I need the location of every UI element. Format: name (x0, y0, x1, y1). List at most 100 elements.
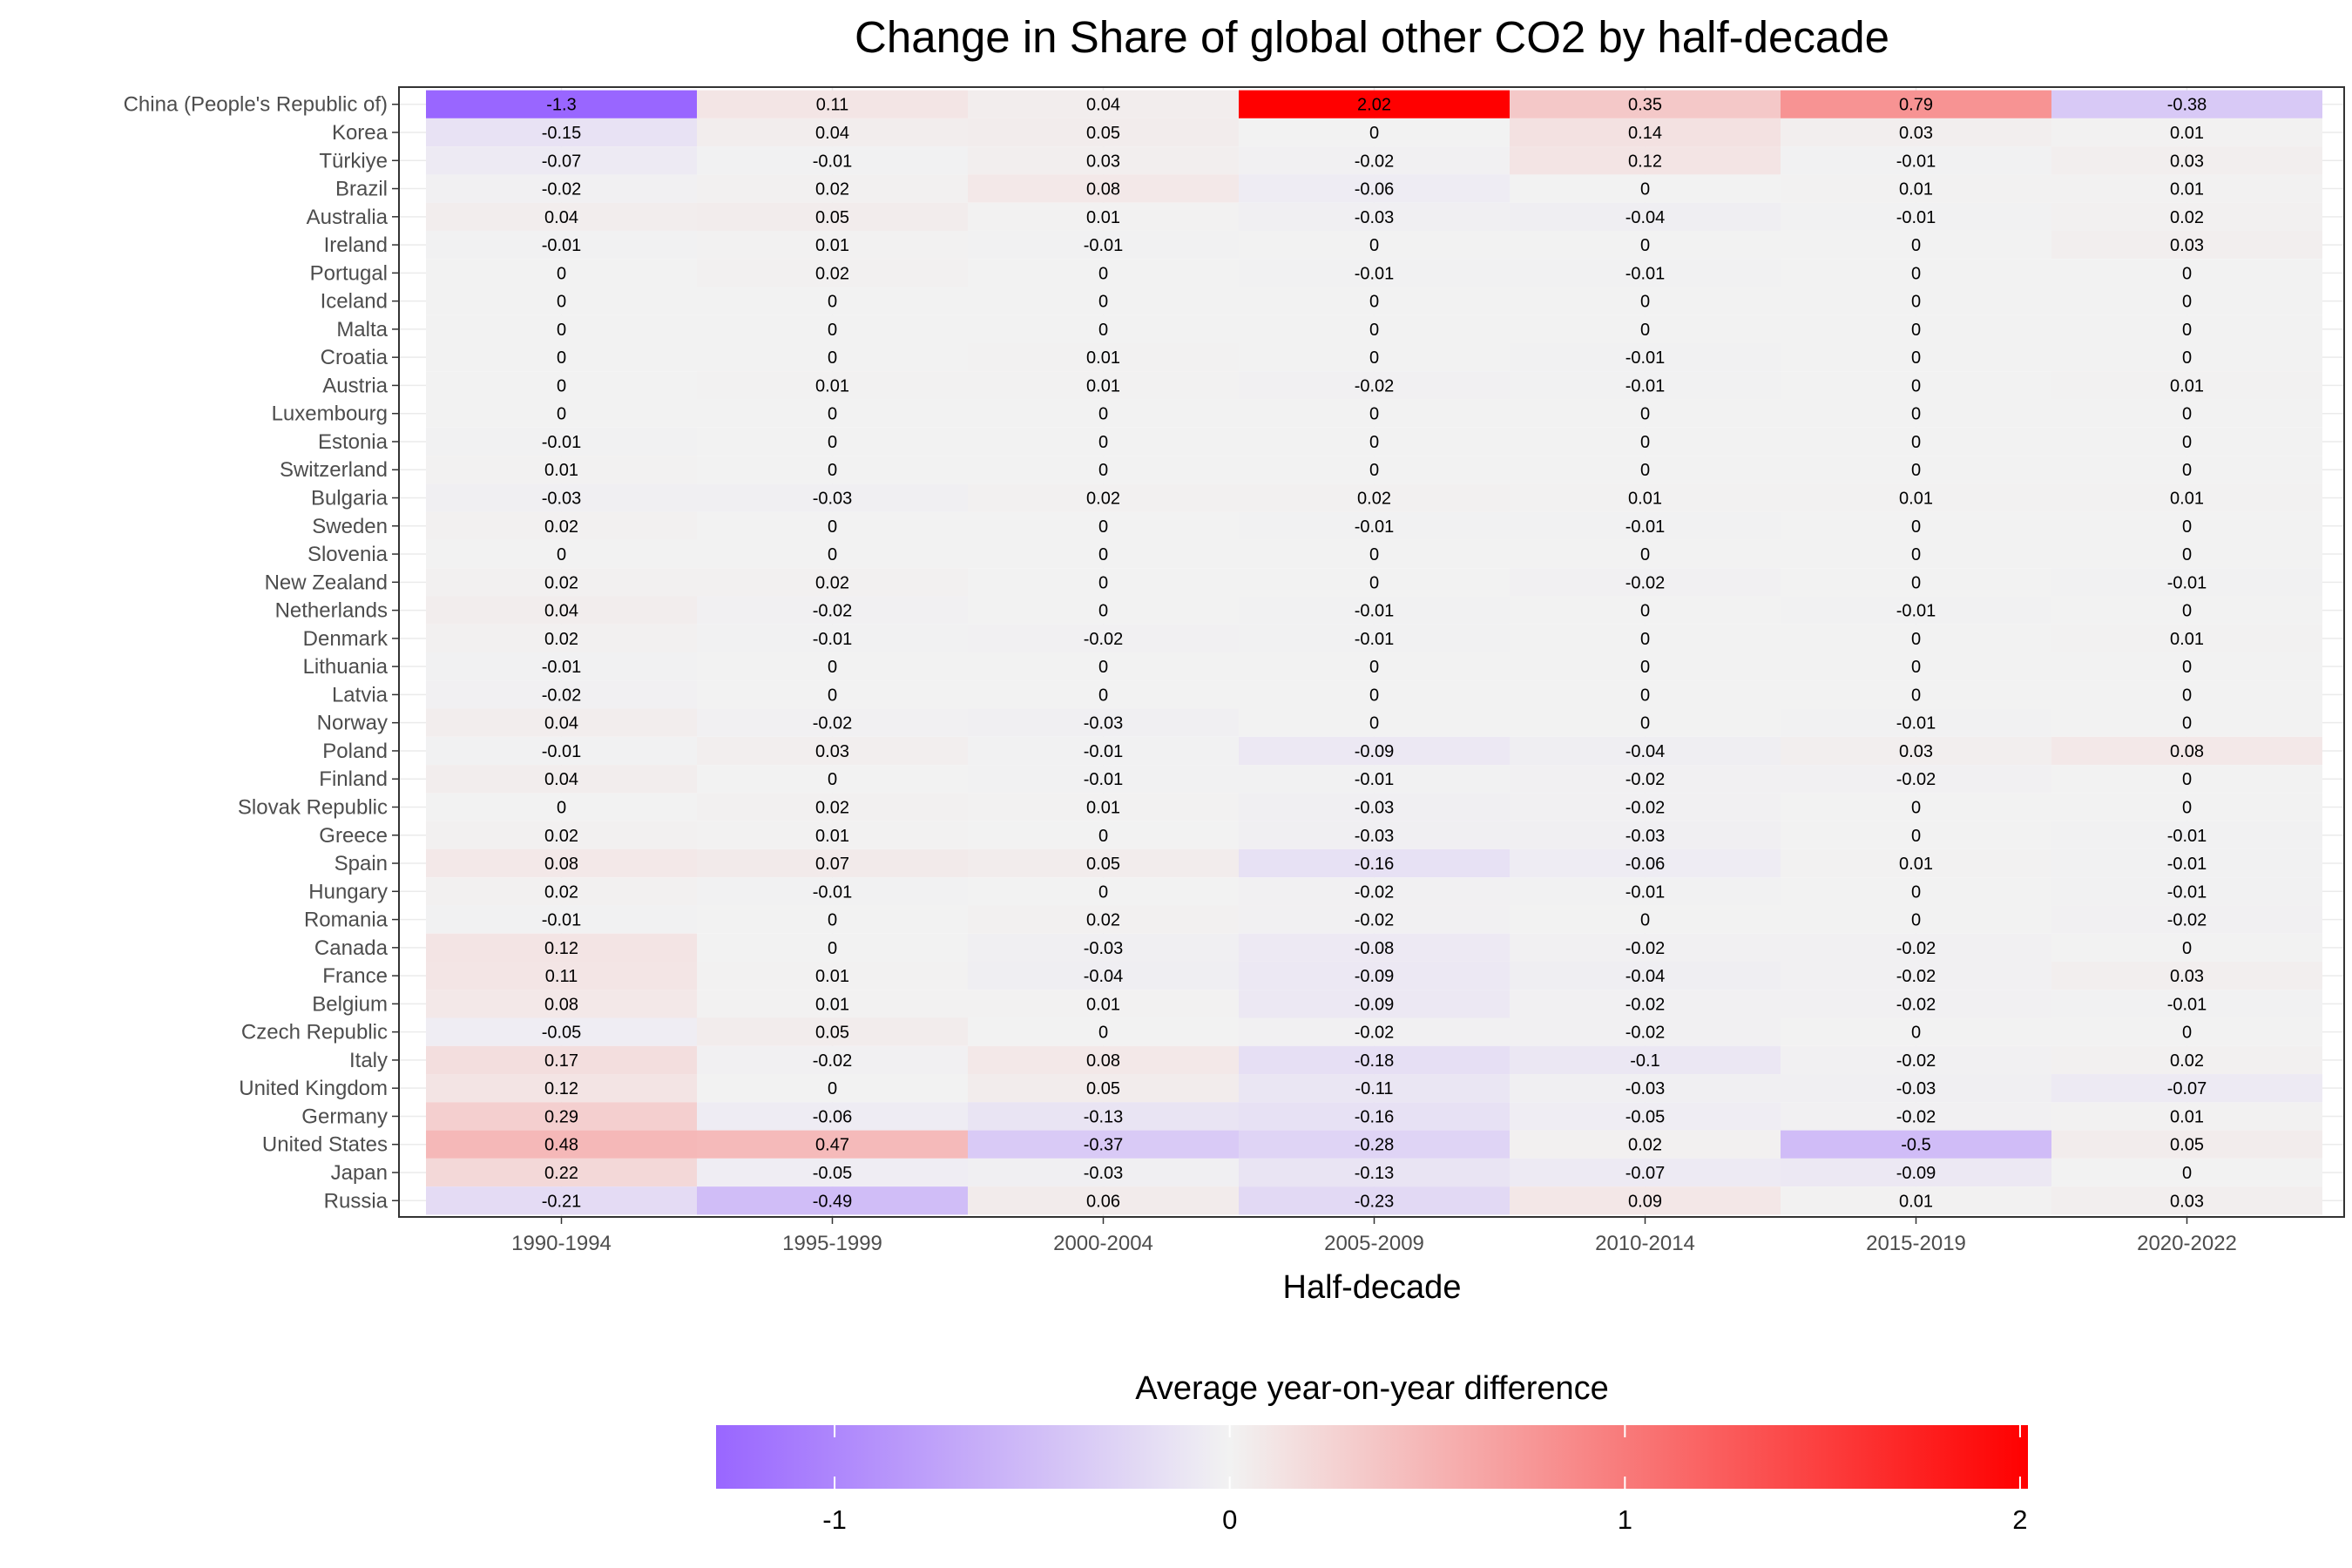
cell-value-label: -0.03 (1355, 798, 1395, 817)
heatmap-cell (1510, 146, 1781, 175)
cell-value-label: 0.02 (544, 573, 578, 592)
heatmap-cell (1239, 230, 1510, 260)
cell-value-label: -0.01 (2167, 827, 2207, 846)
heatmap-cell (426, 287, 697, 315)
cell-value-label: -0.06 (813, 1107, 853, 1126)
heatmap-cell (1239, 90, 1510, 118)
cell-value-label: -0.01 (1625, 882, 1666, 902)
cell-value-label: 0 (828, 686, 837, 705)
heatmap-cell (426, 146, 697, 175)
heatmap-cell (1781, 990, 2051, 1018)
heatmap-cell (1239, 848, 1510, 878)
cell-value-label: 0 (1640, 293, 1650, 312)
cell-value-label: -0.01 (1625, 376, 1666, 395)
heatmap-cell (1239, 905, 1510, 934)
cell-value-label: 0 (557, 798, 566, 817)
legend-tick-label: -1 (822, 1504, 847, 1535)
heatmap-cell (968, 483, 1239, 512)
heatmap-cell (1510, 708, 1781, 737)
heatmap-cell (426, 427, 697, 456)
heatmap-cell (2051, 539, 2322, 569)
heatmap-cell (1781, 652, 2051, 681)
heatmap-cell (1510, 793, 1781, 821)
y-tick-label: Türkiye (319, 149, 388, 172)
heatmap-cell (426, 1158, 697, 1187)
cell-value-label: 0.11 (545, 967, 578, 986)
y-tick-label: Austria (322, 374, 388, 397)
cell-value-label: -0.16 (1355, 855, 1395, 874)
y-tick-label: Malta (336, 318, 388, 341)
cell-value-label: 0 (1911, 321, 1921, 340)
heatmap-cell (968, 343, 1239, 372)
cell-value-label: 0 (828, 517, 837, 537)
cell-value-label: 0 (1369, 461, 1379, 480)
x-tick-label: 2015-2019 (1866, 1232, 1966, 1255)
cell-value-label: 0 (1911, 1024, 1921, 1043)
heatmap-cell (968, 1045, 1239, 1075)
cell-value-label: 0.01 (1086, 348, 1120, 368)
cell-value-label: 0 (1098, 321, 1108, 340)
cell-value-label: 0 (1640, 180, 1650, 199)
heatmap-cell (2051, 371, 2322, 400)
cell-value-label: 0 (828, 939, 837, 958)
cell-value-label: 0 (828, 321, 837, 340)
heatmap-cell (1781, 287, 2051, 315)
heatmap-cell (2051, 765, 2322, 794)
y-tick-label: Switzerland (280, 458, 388, 482)
heatmap-cell (1239, 990, 1510, 1018)
cell-value-label: -0.02 (1355, 911, 1395, 930)
heatmap-cell (426, 961, 697, 990)
cell-value-label: -0.04 (1625, 208, 1666, 227)
heatmap-cell (1510, 736, 1781, 766)
cell-value-label: 0 (1911, 293, 1921, 312)
cell-value-label: 0.05 (2170, 1136, 2204, 1155)
y-tick-label: Italy (349, 1049, 388, 1072)
heatmap-cell (1239, 174, 1510, 203)
cell-value-label: -0.02 (1084, 630, 1124, 649)
heatmap-cell (426, 202, 697, 231)
cell-value-label: 0 (1640, 686, 1650, 705)
heatmap-cell (1510, 343, 1781, 372)
heatmap-cell (1510, 287, 1781, 315)
heatmap-cell (2051, 905, 2322, 934)
cell-value-label: -0.03 (1084, 714, 1124, 733)
cell-value-label: 0 (1369, 658, 1379, 677)
heatmap-cell (697, 287, 968, 315)
heatmap-cell (2051, 202, 2322, 231)
heatmap-cell (697, 314, 968, 344)
heatmap-cell (2051, 483, 2322, 512)
cell-value-label: -0.5 (1901, 1136, 1930, 1155)
cell-value-label: -0.08 (1355, 939, 1395, 958)
y-tick-label: Greece (319, 824, 388, 848)
heatmap-cell (1510, 905, 1781, 934)
heatmap-cell (426, 539, 697, 569)
heatmap-cell (1510, 118, 1781, 147)
cell-value-label: -0.02 (1355, 376, 1395, 395)
heatmap-cell (1239, 146, 1510, 175)
cell-value-label: 0 (1098, 517, 1108, 537)
heatmap-cell (426, 1130, 697, 1159)
heatmap-cell (1510, 259, 1781, 287)
x-tick-label: 2005-2009 (1324, 1232, 1424, 1255)
heatmap-cell (968, 456, 1239, 484)
heatmap-cell (697, 848, 968, 878)
heatmap-cell (1239, 961, 1510, 990)
cell-value-label: 0 (2182, 1024, 2192, 1043)
cell-value-label: 0 (1911, 236, 1921, 255)
cell-value-label: 0 (2182, 602, 2192, 621)
cell-value-label: 0.01 (815, 236, 849, 255)
cell-value-label: 0 (2182, 939, 2192, 958)
cell-value-label: 0.29 (544, 1107, 578, 1126)
cell-value-label: 0 (1911, 405, 1921, 424)
cell-value-label: 0 (1911, 798, 1921, 817)
cell-value-label: 0 (1098, 405, 1108, 424)
cell-value-label: 0 (557, 348, 566, 368)
cell-value-label: 0.04 (544, 602, 578, 621)
cell-value-label: 0.35 (1628, 96, 1662, 115)
cell-value-label: -0.02 (1625, 573, 1666, 592)
heatmap-cell (968, 568, 1239, 597)
heatmap-cell (697, 596, 968, 625)
cell-value-label: 0.02 (815, 180, 849, 199)
cell-value-label: -0.02 (2167, 911, 2207, 930)
heatmap-cell (1510, 314, 1781, 344)
